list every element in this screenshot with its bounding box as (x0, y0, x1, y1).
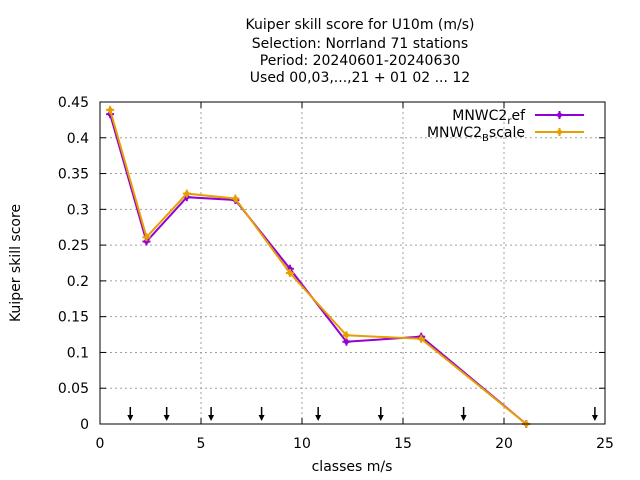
legend-label-2-rest: scale (489, 125, 525, 141)
legend-marker-2 (555, 128, 564, 136)
chart-title-line-4: Used 00,03,...,21 + 01 02 ... 12 (250, 70, 470, 86)
marker-dot (557, 129, 562, 135)
legend-label-1-sub: r (507, 116, 512, 127)
marker-dot (184, 191, 190, 197)
x-tick-label: 0 (96, 436, 105, 452)
data-point (231, 194, 240, 203)
legend-label-2-sub: B (482, 133, 489, 144)
chart-title: Kuiper skill score for U10m (m/s) Select… (246, 17, 475, 86)
legend-marker-1 (555, 111, 564, 119)
arrow-head (127, 415, 134, 421)
y-tick-label: 0.35 (58, 167, 89, 183)
arrow-head (377, 415, 384, 421)
class-limit-arrow-icon (591, 407, 598, 421)
arrow-head (591, 415, 598, 421)
marker-dot (107, 107, 113, 113)
data-point (182, 189, 191, 198)
arrow-head (208, 415, 215, 421)
x-axis-label: classes m/s (312, 459, 393, 475)
legend-point (555, 111, 564, 119)
legend-label-2: MNWC2Bscale (427, 125, 525, 144)
y-tick-label: 0.05 (58, 381, 89, 397)
marker-dot (143, 234, 149, 240)
arrow-head (258, 415, 265, 421)
arrow-head (163, 415, 170, 421)
class-limit-arrow-icon (208, 407, 215, 421)
legend-label-2-main: MNWC2 (427, 125, 482, 141)
plot-frame (99, 101, 606, 425)
class-limit-arrow-icon (127, 407, 134, 421)
x-tick-label: 20 (495, 436, 513, 452)
marker-dot (557, 112, 562, 118)
marker-dot (343, 332, 349, 338)
class-limit-arrow-icon (315, 407, 322, 421)
x-tick-label: 10 (293, 436, 311, 452)
y-tick-label: 0.25 (58, 238, 89, 254)
series-layer (106, 105, 531, 428)
legend-entry-1: MNWC2ref (452, 108, 584, 127)
data-point (417, 334, 426, 343)
marker-dot (343, 339, 349, 345)
data-point (342, 331, 351, 340)
series-2 (106, 105, 531, 428)
class-limit-arrow-icon (163, 407, 170, 421)
marker-dot (287, 270, 293, 276)
class-limit-arrow-icon (377, 407, 384, 421)
class-limit-arrow-icon (258, 407, 265, 421)
legend-label-1: MNWC2ref (452, 108, 526, 127)
marker-dot (418, 336, 424, 342)
class-limit-arrows (127, 407, 598, 421)
y-axis-label: Kuiper skill score (8, 204, 24, 322)
y-tick-label: 0.45 (58, 95, 89, 111)
marker-dot (143, 239, 149, 245)
grid (100, 102, 605, 424)
legend-entry-2: MNWC2Bscale (427, 125, 584, 144)
arrow-head (315, 415, 322, 421)
chart-title-line-3: Period: 20240601-20240630 (260, 53, 460, 69)
legend: MNWC2ref MNWC2Bscale (427, 108, 584, 144)
y-tick-label: 0.3 (67, 202, 89, 218)
x-tick-label: 5 (197, 436, 206, 452)
y-tick-label: 0.1 (67, 345, 89, 361)
y-tick-label: 0.4 (67, 131, 89, 147)
data-point (106, 105, 115, 114)
y-tick-label: 0.15 (58, 310, 89, 326)
x-tick-label: 25 (596, 436, 614, 452)
arrow-head (460, 415, 467, 421)
legend-point (555, 128, 564, 136)
marker-dot (232, 196, 238, 202)
data-point (142, 233, 151, 242)
data-point (142, 237, 151, 246)
chart-title-line-1: Kuiper skill score for U10m (m/s) (246, 17, 475, 33)
series-line (109, 109, 527, 425)
legend-label-1-rest: ef (511, 108, 526, 124)
chart-title-line-2: Selection: Norrland 71 stations (252, 36, 468, 52)
series-1 (106, 110, 531, 428)
y-tick-label: 0.2 (67, 274, 89, 290)
legend-label-1-main: MNWC2 (452, 108, 507, 124)
data-point (285, 269, 294, 278)
class-limit-arrow-icon (460, 407, 467, 421)
y-tick-label: 0 (80, 417, 89, 433)
axis-ticks: 0 5 10 15 20 25 0 0.05 0.1 0.15 0.2 0.25 0.3 0.35 0.4 0… (58, 95, 614, 452)
x-tick-label: 15 (394, 436, 412, 452)
series-line (109, 113, 527, 425)
